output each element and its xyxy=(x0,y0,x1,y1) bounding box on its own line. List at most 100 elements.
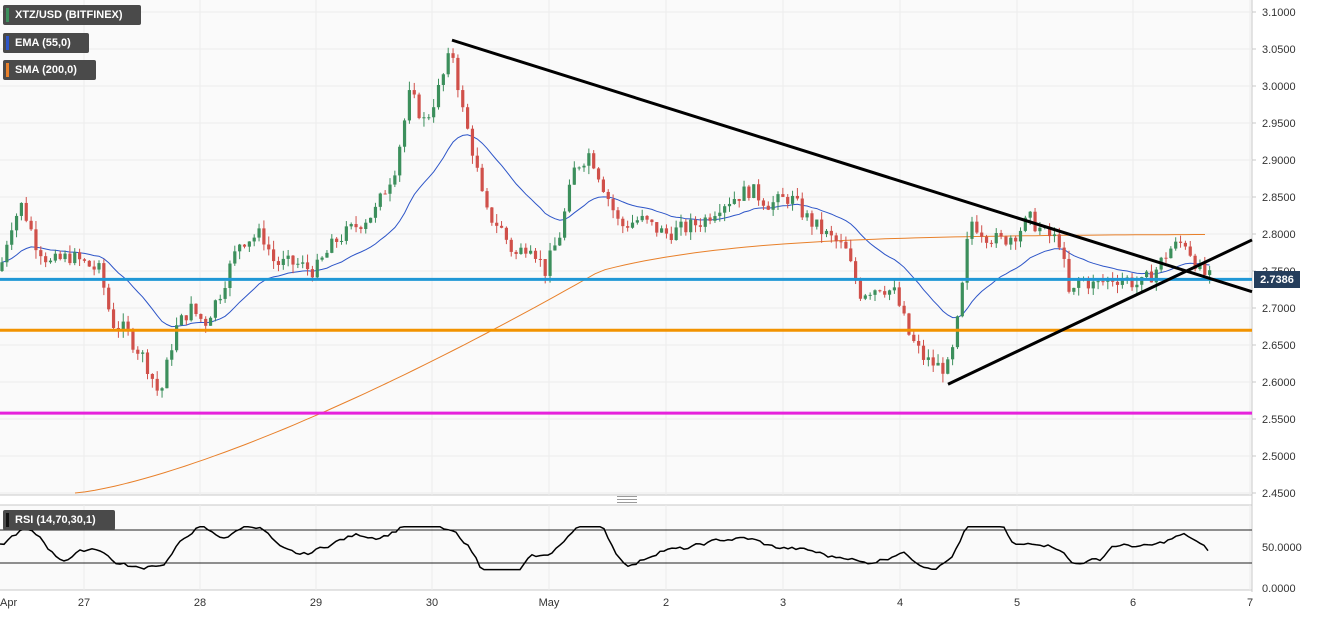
time-axis-label: 30 xyxy=(426,597,438,609)
candle-down xyxy=(29,220,33,230)
candle-down xyxy=(1033,211,1037,232)
rsi-legend[interactable]: RSI (14,70,30,1) xyxy=(3,510,115,530)
candle-down xyxy=(92,266,96,270)
candle-up xyxy=(10,230,14,245)
rsi-axis-label: 50.0000 xyxy=(1262,542,1302,554)
candle-down xyxy=(451,53,455,58)
candle-up xyxy=(388,184,392,194)
candle-up xyxy=(97,263,101,270)
candle-down xyxy=(655,222,659,233)
time-axis-label: 6 xyxy=(1130,597,1136,609)
candle-down xyxy=(878,290,882,292)
candle-up xyxy=(364,222,368,229)
candle-up xyxy=(189,303,193,321)
candle-down xyxy=(1149,271,1154,283)
candle-down xyxy=(383,193,387,195)
candle-up xyxy=(1072,287,1076,292)
candle-down xyxy=(1130,277,1134,288)
candle-up xyxy=(790,195,795,204)
candle-down xyxy=(999,233,1003,237)
candle-up xyxy=(407,90,411,121)
candle-up xyxy=(660,228,664,233)
candle-down xyxy=(1067,258,1071,292)
candle-down xyxy=(1057,234,1061,248)
price-axis-label: 2.6500 xyxy=(1262,340,1296,352)
descending-trendline xyxy=(451,38,1253,294)
candle-up xyxy=(529,250,533,254)
candle-down xyxy=(645,215,649,220)
candle-up xyxy=(679,221,683,228)
candle-up xyxy=(732,199,736,204)
candle-down xyxy=(509,239,513,252)
candle-up xyxy=(824,230,829,235)
time-axis-label: 28 xyxy=(194,597,206,609)
candle-up xyxy=(635,220,639,223)
candle-down xyxy=(757,184,761,201)
candle-down xyxy=(766,205,770,210)
candle-down xyxy=(858,280,863,299)
candle-down xyxy=(1188,246,1192,256)
candle-up xyxy=(19,202,23,216)
candle-down xyxy=(194,303,198,315)
ema-legend[interactable]: EMA (55,0) xyxy=(3,33,89,53)
candle-down xyxy=(272,249,276,262)
candle-up xyxy=(955,316,960,348)
current-price-tag: 2.7386 xyxy=(1254,271,1300,288)
candle-up xyxy=(63,253,67,260)
sma-color-swatch xyxy=(6,63,9,77)
candle-up xyxy=(776,194,780,203)
candle-down xyxy=(737,199,741,201)
candle-up xyxy=(1038,227,1042,232)
candle-down xyxy=(601,179,605,192)
candle-up xyxy=(344,226,348,241)
candle-up xyxy=(572,167,576,185)
price-axis-label: 3.0000 xyxy=(1262,81,1296,93)
symbol-legend[interactable]: XTZ/USD (BITFINEX) xyxy=(3,5,141,25)
candle-up xyxy=(519,247,523,254)
candle-down xyxy=(834,235,838,242)
ascending-trendline xyxy=(947,238,1253,386)
candle-up xyxy=(567,184,572,212)
candle-down xyxy=(849,248,853,262)
candle-down xyxy=(417,94,421,119)
candle-up xyxy=(553,245,557,251)
candle-up xyxy=(1096,281,1100,283)
candle-down xyxy=(1115,281,1120,285)
candle-up xyxy=(349,224,353,227)
candle-down xyxy=(78,252,82,260)
candle-up xyxy=(281,258,285,265)
time-axis-label: 29 xyxy=(310,597,322,609)
candle-up xyxy=(1077,279,1081,288)
sma-label: SMA (200,0) xyxy=(15,64,77,76)
candle-up xyxy=(587,153,591,166)
candle-down xyxy=(267,244,271,250)
candle-down xyxy=(1183,242,1187,247)
candle-up xyxy=(742,186,746,201)
candle-down xyxy=(499,225,504,228)
candle-up xyxy=(330,238,334,253)
candle-up xyxy=(73,252,77,264)
candle-down xyxy=(684,221,688,233)
price-axis-label: 2.5500 xyxy=(1262,414,1296,426)
candle-down xyxy=(495,222,499,226)
price-axis-label: 2.9000 xyxy=(1262,155,1296,167)
rsi-color-swatch xyxy=(6,513,9,527)
candle-up xyxy=(441,74,445,85)
candle-down xyxy=(504,227,508,240)
candle-down xyxy=(44,256,48,263)
panel-resize-handle[interactable] xyxy=(617,496,637,503)
candle-down xyxy=(907,313,911,335)
candle-up xyxy=(233,251,237,264)
candle-down xyxy=(1203,263,1207,275)
time-axis-label: 7 xyxy=(1247,597,1253,609)
sma-legend[interactable]: SMA (200,0) xyxy=(3,60,96,80)
candle-down xyxy=(984,236,989,243)
candle-down xyxy=(854,261,858,281)
candle-up xyxy=(815,219,819,227)
candle-down xyxy=(533,250,538,259)
candle-up xyxy=(805,213,809,218)
price-axis-label: 2.8000 xyxy=(1262,229,1296,241)
candle-down xyxy=(989,242,993,244)
